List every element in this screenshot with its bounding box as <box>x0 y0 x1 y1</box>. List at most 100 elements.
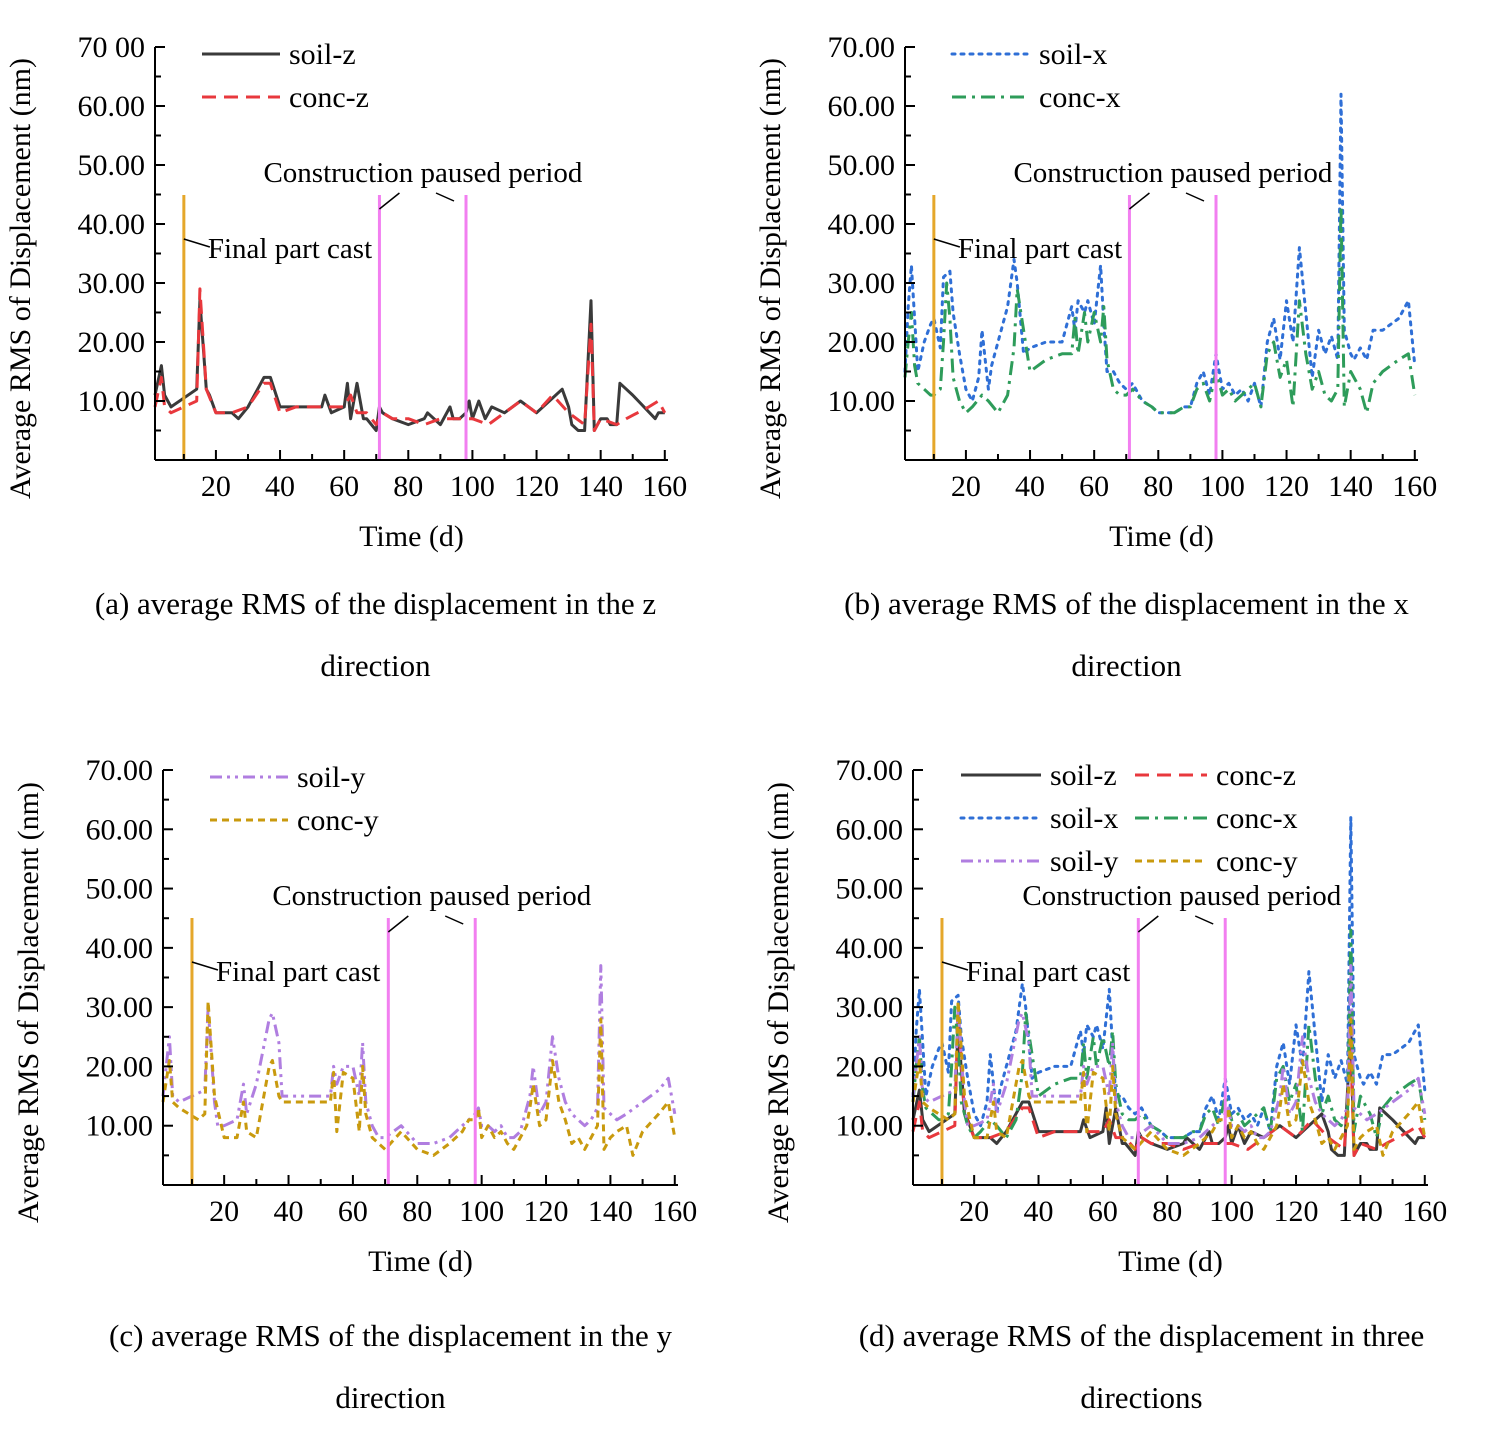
x-axis-title: Time (d) <box>359 520 464 553</box>
legend-label-conc-z: conc-z <box>289 81 369 114</box>
series-conc-y-line <box>161 999 677 1157</box>
chart-d: Final part cast Construction paused perio… <box>762 754 1447 1278</box>
y-tick-label: 60.00 <box>836 813 904 846</box>
x-tick-label: 60 <box>329 470 359 503</box>
caption-b-line-2: direction <box>1071 648 1182 683</box>
x-tick-label: 60 <box>1088 1195 1118 1228</box>
x-tick-label: 160 <box>642 470 687 503</box>
y-tick-label: 10.00 <box>78 385 146 418</box>
x-tick-label: 40 <box>1024 1195 1054 1228</box>
y-tick-label: 10.00 <box>86 1110 154 1143</box>
y-tick-label: 50.00 <box>836 873 904 906</box>
y-tick-label: 70.00 <box>828 31 896 64</box>
y-tick-label: 30.00 <box>828 267 896 300</box>
legend-label-soil-z: soil-z <box>289 38 356 71</box>
x-tick-label: 160 <box>652 1195 697 1228</box>
x-tick-label: 120 <box>1274 1195 1319 1228</box>
x-tick-label: 80 <box>1152 1195 1182 1228</box>
y-tick-label: 30.00 <box>836 991 904 1024</box>
y-tick-label: 20.00 <box>836 1050 904 1083</box>
series-conc-x-line <box>911 928 1427 1140</box>
y-tick-label: 40.00 <box>86 932 154 965</box>
y-axis-title: Average RMS of Displacement (nm) <box>12 782 45 1223</box>
x-tick-label: 60 <box>1079 470 1109 503</box>
paused-period-label: Construction paused period <box>1022 880 1341 912</box>
final-cast-label: Final part cast <box>958 233 1122 265</box>
final-cast-leader <box>933 238 961 248</box>
final-cast-leader <box>941 961 969 971</box>
y-tick-label: 40.00 <box>828 208 896 241</box>
y-axis-title: Average RMS of Displacement (nm) <box>4 58 37 499</box>
x-tick-label: 40 <box>265 470 295 503</box>
final-cast-leader <box>183 238 211 248</box>
paused-leader-2 <box>1194 915 1214 925</box>
caption-b: (b) average RMS of the displacement in t… <box>751 573 1502 697</box>
final-cast-label: Final part cast <box>216 956 380 988</box>
series-soil-y-line <box>161 964 677 1145</box>
x-tick-label: 20 <box>959 1195 989 1228</box>
x-tick-label: 120 <box>1264 470 1309 503</box>
legend-label-conc-y: conc-y <box>1216 845 1298 878</box>
x-tick-label: 160 <box>1392 470 1437 503</box>
caption-d-line-1: (d) average RMS of the displacement in t… <box>858 1318 1425 1353</box>
x-tick-label: 20 <box>209 1195 239 1228</box>
x-tick-label: 80 <box>1143 470 1173 503</box>
y-axis-title: Average RMS of Displacement (nm) <box>754 58 787 499</box>
caption-a-line-1: (a) average RMS of the displacement in t… <box>94 586 657 621</box>
paused-period-label: Construction paused period <box>272 880 591 912</box>
x-tick-label: 140 <box>1338 1195 1383 1228</box>
y-tick-label: 30.00 <box>86 991 154 1024</box>
final-cast-leader <box>191 961 219 971</box>
x-tick-label: 100 <box>459 1195 504 1228</box>
y-tick-label: 50.00 <box>828 149 896 182</box>
x-tick-label: 140 <box>588 1195 633 1228</box>
y-tick-label: 50.00 <box>78 149 146 182</box>
y-tick-label: 40.00 <box>78 208 146 241</box>
series-soil-x-line <box>903 92 1417 415</box>
caption-c-line-2: direction <box>335 1380 446 1415</box>
y-tick-label: 20.00 <box>828 326 896 359</box>
x-tick-label: 120 <box>524 1195 569 1228</box>
x-tick-label: 80 <box>393 470 423 503</box>
x-tick-label: 100 <box>1209 1195 1254 1228</box>
y-tick-label: 60.00 <box>78 90 146 123</box>
paused-leader-1 <box>378 192 400 210</box>
x-axis-title: Time (d) <box>1118 1245 1223 1278</box>
x-tick-label: 100 <box>1200 470 1245 503</box>
x-tick-label: 140 <box>578 470 623 503</box>
caption-c: (c) average RMS of the displacement in t… <box>15 1305 766 1429</box>
legend-label-conc-x: conc-x <box>1039 81 1121 114</box>
paused-leader-2 <box>444 915 464 925</box>
paused-leader-2 <box>1185 192 1205 202</box>
y-tick-label: 70.00 <box>836 754 904 787</box>
x-tick-label: 140 <box>1328 470 1373 503</box>
paused-period-label: Construction paused period <box>1013 157 1332 189</box>
x-tick-label: 20 <box>951 470 981 503</box>
final-cast-label: Final part cast <box>208 233 372 265</box>
legend-label-soil-x: soil-x <box>1039 38 1107 71</box>
caption-b-line-1: (b) average RMS of the displacement in t… <box>844 586 1409 621</box>
caption-d: (d) average RMS of the displacement in t… <box>766 1305 1502 1429</box>
legend-label-soil-x: soil-x <box>1050 802 1118 835</box>
y-tick-label: 50.00 <box>86 873 154 906</box>
legend-label-soil-z: soil-z <box>1050 759 1117 792</box>
legend-label-conc-z: conc-z <box>1216 759 1296 792</box>
x-tick-label: 20 <box>201 470 231 503</box>
y-axis-title: Average RMS of Displacement (nm) <box>762 782 795 1223</box>
x-tick-label: 40 <box>274 1195 304 1228</box>
paused-period-label: Construction paused period <box>263 157 582 189</box>
y-tick-label: 30.00 <box>78 267 146 300</box>
y-tick-label: 70 00 <box>78 31 146 64</box>
y-tick-label: 20.00 <box>78 326 146 359</box>
y-tick-label: 70.00 <box>86 754 154 787</box>
x-tick-label: 120 <box>514 470 559 503</box>
x-axis-title: Time (d) <box>1109 520 1214 553</box>
y-tick-label: 60.00 <box>828 90 896 123</box>
x-tick-label: 160 <box>1402 1195 1447 1228</box>
y-tick-label: 40.00 <box>836 932 904 965</box>
series-conc-y-line <box>911 999 1427 1157</box>
legend-label-conc-x: conc-x <box>1216 802 1298 835</box>
y-tick-label: 10.00 <box>836 1110 904 1143</box>
paused-leader-1 <box>1137 915 1159 933</box>
